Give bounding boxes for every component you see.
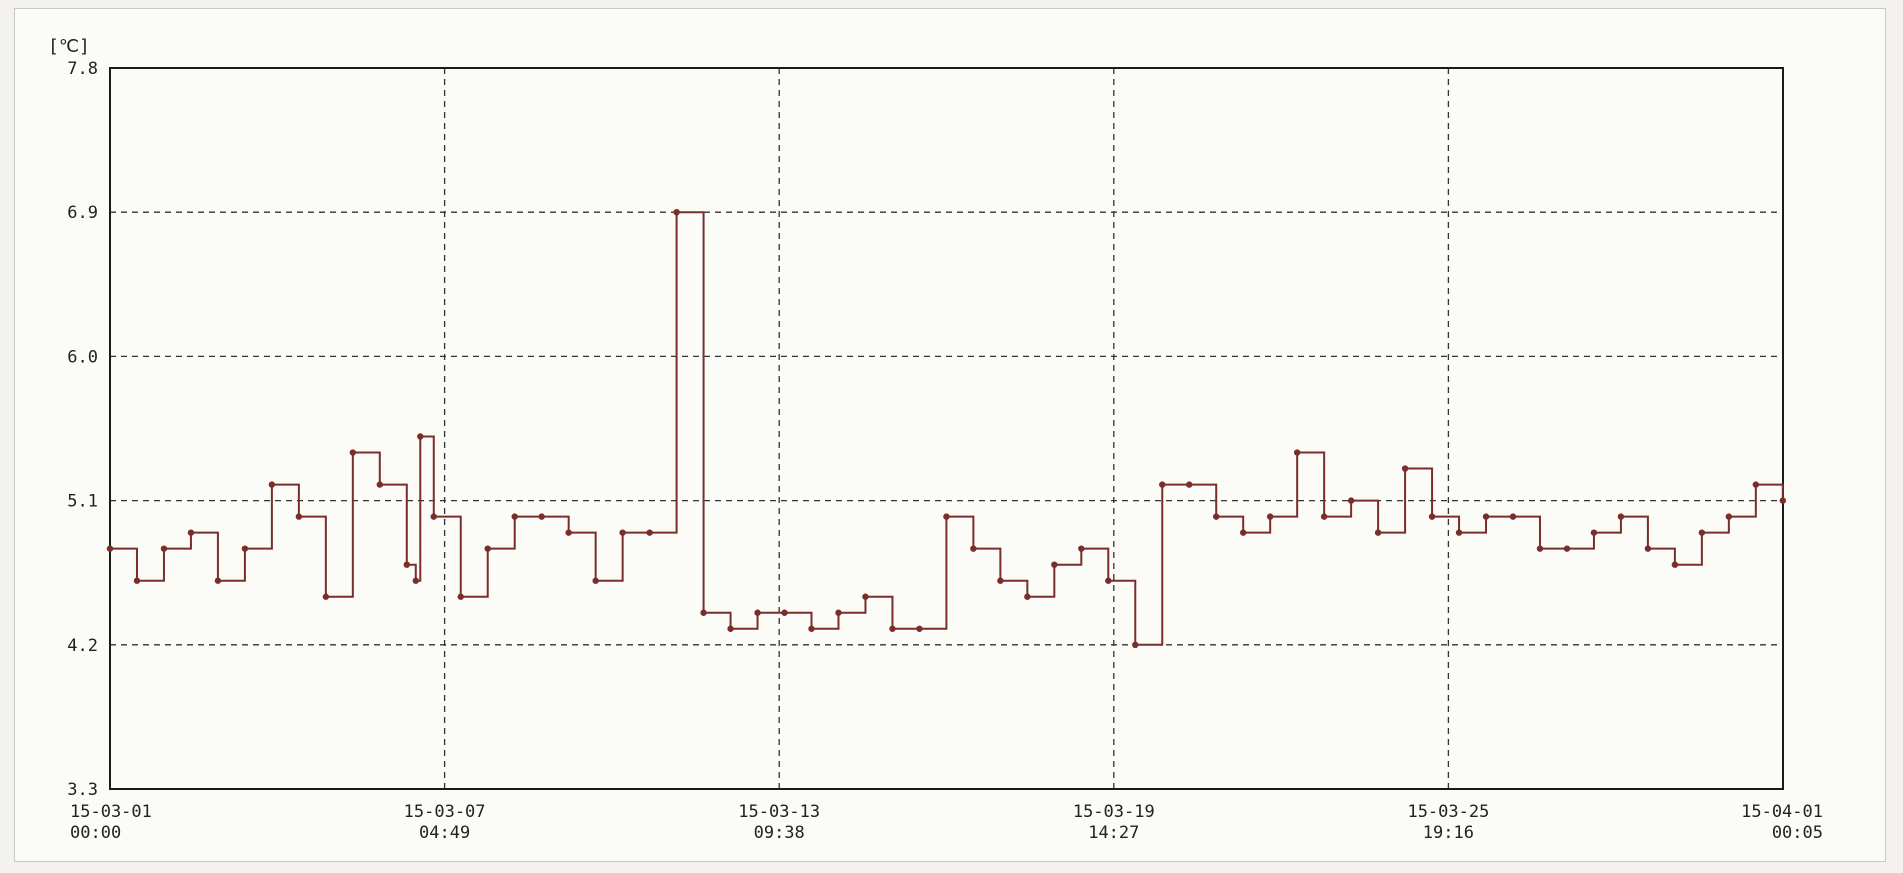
data-point [1536,545,1544,552]
data-point [1105,577,1112,584]
x-tick-time: 09:38 [754,823,805,843]
data-point [133,577,141,584]
y-tick-label: 4.2 [67,636,98,656]
y-tick-label: 3.3 [67,780,98,800]
y-tick-label: 7.8 [67,59,98,79]
data-point [1266,513,1274,520]
data-point [187,529,195,536]
data-point [1239,529,1247,536]
data-point [484,545,491,552]
data-point [1159,481,1166,488]
y-axis-unit-label: [℃] [48,36,90,57]
x-tick-date: 15-03-19 [1073,802,1155,822]
data-point [1617,513,1625,520]
data-point [727,625,734,632]
data-point [511,513,518,520]
data-point [862,593,869,600]
data-point [781,609,788,616]
y-tick-label: 6.0 [67,347,98,367]
x-tick-date: 15-04-01 [1741,802,1823,822]
series-line [110,211,1784,646]
data-point [349,449,357,456]
data-point [970,545,977,552]
data-point [1078,545,1085,552]
data-point [1293,449,1301,456]
data-point [592,577,599,584]
data-point [1752,481,1760,488]
data-point [417,433,424,440]
data-point [1590,529,1598,536]
x-tick-time: 14:27 [1088,823,1139,843]
data-point [1024,593,1031,600]
data-point [943,513,950,520]
data-point [1779,497,1787,504]
data-point [412,577,419,584]
data-point [565,529,572,536]
data-point [430,513,437,520]
data-point [1374,529,1382,536]
data-point [1347,497,1355,504]
data-point [889,625,896,632]
x-tick-time: 19:16 [1423,823,1474,843]
data-point [241,545,249,552]
chart-frame [14,8,1886,862]
chart-grid [110,68,1783,789]
y-tick-label: 5.1 [67,492,98,512]
data-point [916,625,923,632]
temperature-series [106,209,1787,648]
data-point [1455,529,1463,536]
data-point [214,577,222,584]
data-point [1509,513,1517,520]
data-point [295,513,303,520]
data-point [808,625,815,632]
data-point [1213,513,1220,520]
data-point [1428,513,1436,520]
data-point [619,529,626,536]
data-point [1563,545,1571,552]
y-axis-ticks: 3.3 4.2 5.1 6.0 6.9 7.8 [67,59,98,800]
data-point [1698,529,1706,536]
plot-border [109,67,1784,790]
data-point [754,609,761,616]
data-point [1644,545,1652,552]
data-point [160,545,168,552]
data-point [1051,561,1058,568]
data-point [457,593,464,600]
y-tick-label: 6.9 [67,203,98,223]
x-tick-date: 15-03-07 [404,802,486,822]
data-point [1725,513,1733,520]
data-point [376,481,384,488]
x-tick-time: 04:49 [419,823,470,843]
data-point [268,481,276,488]
data-point [700,609,707,616]
x-tick-date: 15-03-01 [70,802,152,822]
x-tick-date: 15-03-13 [738,802,820,822]
data-point [1320,513,1328,520]
data-point [538,513,545,520]
data-point [673,209,680,216]
x-tick-date: 15-03-25 [1407,802,1489,822]
data-point [1671,561,1679,568]
data-point [646,529,653,536]
data-point [835,609,842,616]
data-point [106,545,114,552]
data-point [403,561,410,568]
data-point [1401,465,1409,472]
data-point [1482,513,1490,520]
data-point [1132,641,1139,648]
data-point [997,577,1004,584]
x-tick-time: 00:05 [1772,823,1823,843]
data-point [1186,481,1193,488]
data-point [322,593,330,600]
x-tick-time: 00:00 [70,823,121,843]
